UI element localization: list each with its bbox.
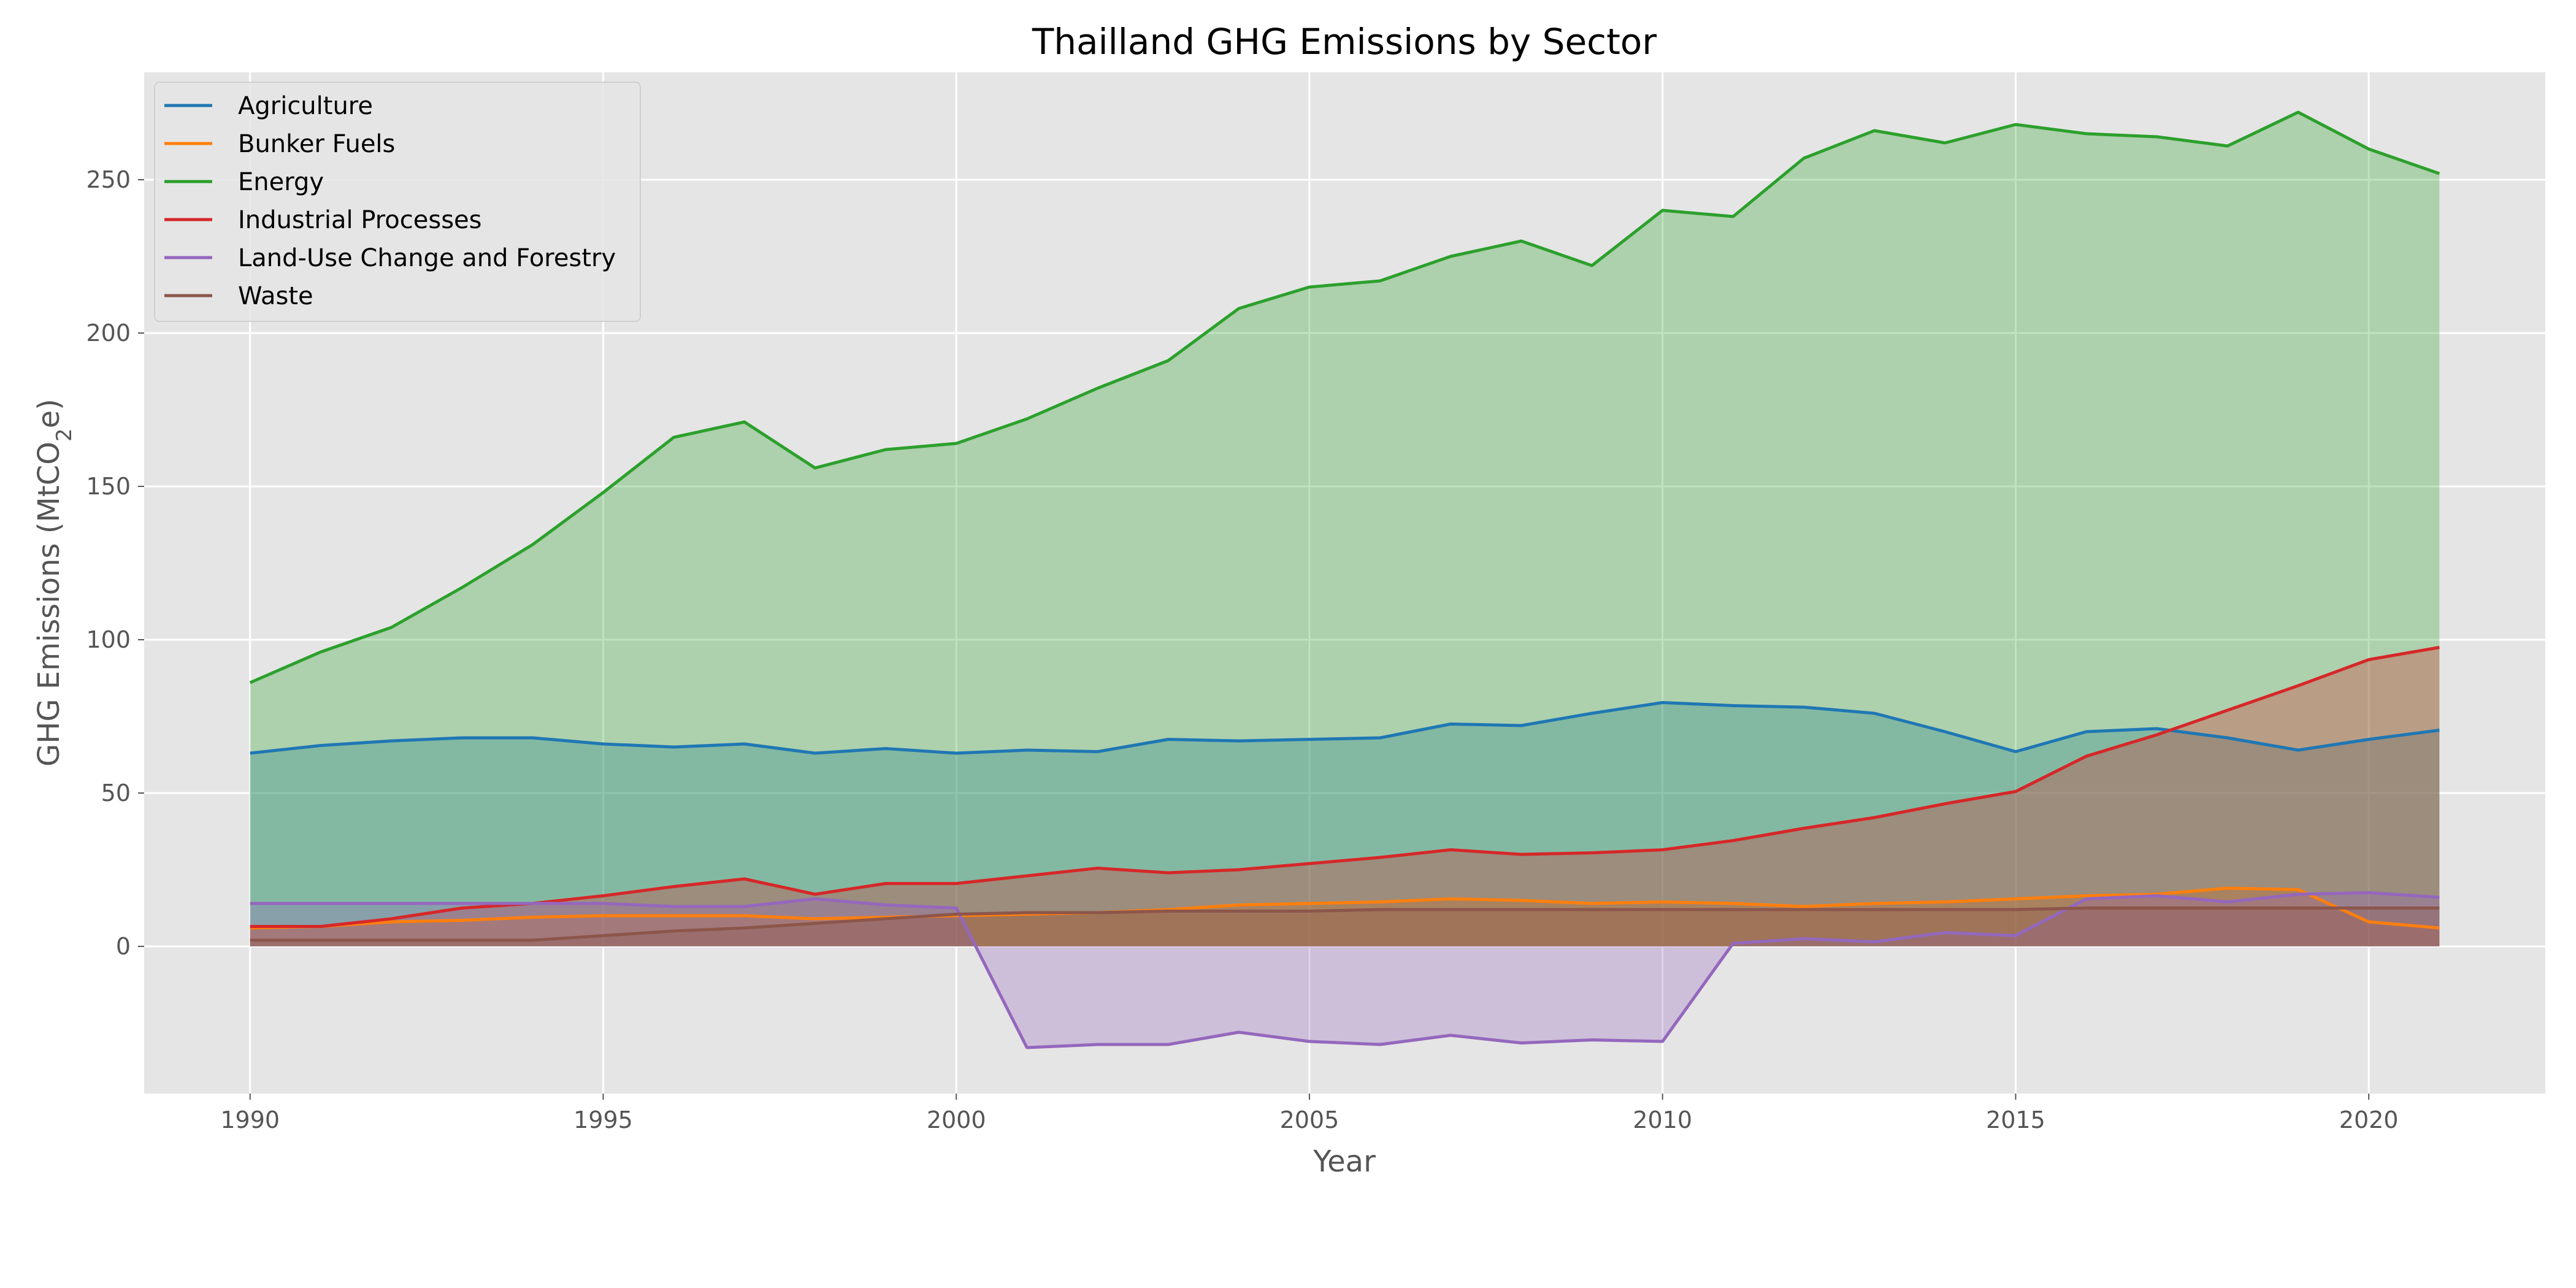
legend-label-land-use-change-and-forestry: Land-Use Change and Forestry bbox=[238, 244, 616, 272]
area-energy bbox=[250, 112, 2440, 946]
y-axis-ticks: 0 50 100 150 200 250 bbox=[86, 166, 144, 960]
legend-label-waste: Waste bbox=[238, 282, 313, 310]
legend: Agriculture Bunker Fuels Energy Industrial … bbox=[154, 82, 641, 322]
area-industrial-processes bbox=[250, 647, 2440, 946]
line-land-use-change-and-forestry bbox=[250, 891, 2440, 1049]
y-axis-label: GHG Emissions (MtCO2e) bbox=[32, 399, 77, 767]
y-tick-label: 150 bbox=[86, 473, 131, 500]
x-tick-label: 2005 bbox=[1280, 1106, 1340, 1133]
y-tick-label: 100 bbox=[86, 626, 131, 653]
area-waste bbox=[250, 908, 2440, 946]
y-tick-label: 200 bbox=[86, 320, 131, 347]
y-tick-label: 250 bbox=[86, 166, 131, 193]
series-areas bbox=[250, 112, 2440, 1048]
legend-label-bunker-fuels: Bunker Fuels bbox=[238, 130, 395, 158]
x-tick-label: 2010 bbox=[1633, 1106, 1692, 1133]
y-axis-label-end: e) bbox=[32, 399, 66, 428]
x-tick-label: 2000 bbox=[927, 1106, 986, 1133]
grid bbox=[144, 72, 2545, 1094]
series-lines bbox=[249, 110, 2440, 1049]
y-tick-label: 0 bbox=[116, 933, 131, 960]
area-land-use-change-and-forestry bbox=[250, 892, 2440, 1048]
x-tick-label: 1990 bbox=[220, 1106, 280, 1133]
y-axis-label-main: GHG Emissions (MtCO bbox=[32, 442, 66, 767]
y-tick-label: 50 bbox=[101, 780, 131, 807]
area-agriculture bbox=[250, 702, 2440, 946]
area-bunker-fuels bbox=[250, 888, 2440, 946]
x-tick-label: 2015 bbox=[1986, 1106, 2045, 1133]
x-tick-label: 1995 bbox=[573, 1106, 633, 1133]
x-axis-label: Year bbox=[1313, 1144, 1376, 1179]
line-waste bbox=[250, 907, 2440, 942]
legend-box bbox=[154, 82, 641, 322]
line-bunker-fuels bbox=[250, 886, 2440, 930]
y-axis-label-subscript: 2 bbox=[52, 428, 77, 442]
legend-label-agriculture: Agriculture bbox=[238, 92, 373, 120]
line-industrial-processes bbox=[250, 646, 2440, 928]
legend-label-industrial-processes: Industrial Processes bbox=[238, 206, 482, 234]
line-agriculture bbox=[250, 701, 2440, 755]
x-axis-ticks: 1990 1995 2000 2005 2010 2015 2020 bbox=[220, 1094, 2398, 1133]
line-energy bbox=[249, 110, 2440, 684]
legend-label-energy: Energy bbox=[238, 168, 324, 196]
x-tick-label: 2020 bbox=[2339, 1106, 2399, 1133]
chart-title: Thailland GHG Emissions by Sector bbox=[1032, 21, 1657, 63]
